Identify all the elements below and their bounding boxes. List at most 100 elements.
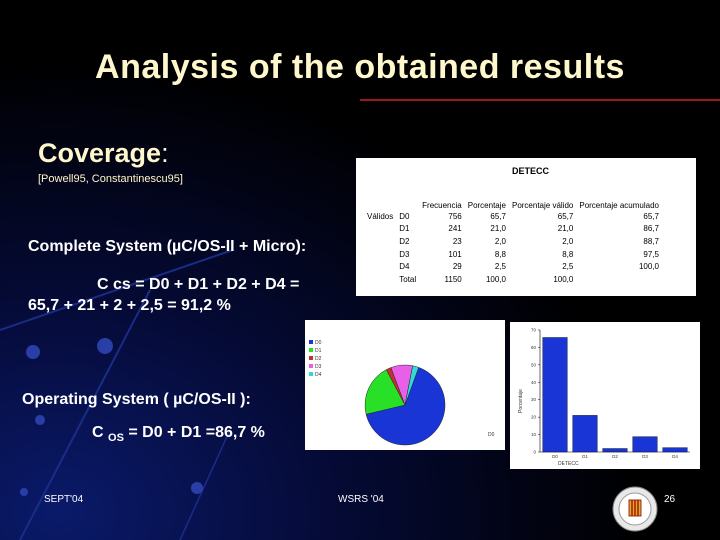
decorative-background bbox=[0, 250, 236, 540]
cell: 100,0 bbox=[553, 274, 574, 284]
bar-d0 bbox=[542, 337, 568, 453]
y-tick-label: 40 bbox=[531, 380, 537, 385]
cell: 2,5 bbox=[562, 262, 574, 272]
bar-d4 bbox=[662, 447, 688, 453]
legend-label: D3 bbox=[315, 364, 322, 370]
cell: 101 bbox=[448, 249, 462, 259]
coverage-heading: Coverage: bbox=[38, 138, 169, 169]
legend-label: D2 bbox=[315, 356, 322, 362]
x-tick-label: D4 bbox=[672, 454, 678, 459]
formula-c: C bbox=[92, 424, 104, 441]
deco-dot bbox=[191, 482, 203, 494]
cell bbox=[364, 260, 396, 273]
pie-slice-d4 bbox=[404, 365, 420, 406]
legend-swatch bbox=[309, 372, 313, 376]
pie-chart: D0 D1 D2 D3 D4 D0 bbox=[309, 340, 495, 446]
cell: 97,5 bbox=[643, 249, 659, 259]
page-title: Analysis of the obtained results bbox=[95, 48, 625, 86]
footer-conference: WSRS '04 bbox=[338, 494, 384, 505]
y-tick-label: 60 bbox=[531, 345, 537, 350]
cell: 1150 bbox=[444, 274, 462, 284]
row-label: Total bbox=[399, 274, 417, 284]
x-tick-label: D1 bbox=[582, 454, 588, 459]
table-header-row: Frecuencia Porcentaje Porcentaje válido … bbox=[364, 182, 662, 210]
bar-d3 bbox=[632, 436, 658, 453]
bar-d1 bbox=[572, 415, 598, 453]
table-row: Válidos D0 756 65,7 65,7 65,7 bbox=[364, 210, 662, 223]
table-row: D3 101 8,8 8,8 97,5 bbox=[364, 248, 662, 261]
cell bbox=[364, 273, 396, 286]
cell: 86,7 bbox=[643, 224, 659, 234]
column-header: Porcentaje bbox=[467, 201, 506, 210]
complete-system-result: 65,7 + 21 + 2 + 2,5 = 91,2 % bbox=[28, 297, 231, 314]
legend-label: D4 bbox=[315, 372, 322, 378]
legend-swatch bbox=[309, 340, 313, 344]
legend-swatch bbox=[309, 348, 313, 352]
cell: 2,0 bbox=[562, 236, 574, 246]
cell: 21,0 bbox=[490, 224, 506, 234]
column-header: Porcentaje acumulado bbox=[579, 201, 659, 210]
title-divider bbox=[360, 99, 720, 101]
cell: 88,7 bbox=[643, 236, 659, 246]
table-row: Total 1150 100,0 100,0 bbox=[364, 273, 662, 286]
table-row: D2 23 2,0 2,0 88,7 bbox=[364, 235, 662, 248]
cell: 100,0 bbox=[638, 262, 659, 272]
cell: 23 bbox=[452, 236, 462, 246]
legend-swatch bbox=[309, 364, 313, 368]
cell: 241 bbox=[448, 224, 462, 234]
column-header: Frecuencia bbox=[422, 201, 462, 210]
cell bbox=[364, 248, 396, 261]
y-tick-label: 0 bbox=[533, 450, 536, 455]
complete-system-label: Complete System (µC/OS-II + Micro): bbox=[28, 238, 307, 255]
table-row: D1 241 21,0 21,0 86,7 bbox=[364, 223, 662, 236]
row-label: D4 bbox=[399, 262, 410, 272]
group-label: Válidos bbox=[367, 211, 394, 221]
cell: 29 bbox=[452, 262, 462, 272]
deco-dot bbox=[35, 415, 45, 425]
cell: 100,0 bbox=[485, 274, 506, 284]
table-corner bbox=[364, 182, 396, 210]
bar-chart-panel: 0 10 20 30 40 50 60 70 D0 D1 D2 D3 D4 Porcentaje DETEC… bbox=[510, 322, 700, 469]
cell: 8,8 bbox=[494, 249, 506, 259]
column-header: Porcentaje válido bbox=[511, 201, 574, 210]
row-label: D3 bbox=[399, 249, 410, 259]
cell: 65,7 bbox=[643, 211, 659, 221]
x-tick-label: D0 bbox=[552, 454, 558, 459]
coverage-colon: : bbox=[161, 138, 169, 168]
legend-swatch bbox=[309, 356, 313, 360]
y-tick-label: 70 bbox=[531, 328, 537, 333]
cell bbox=[364, 223, 396, 236]
cell: 756 bbox=[448, 211, 462, 221]
operating-system-label: Operating System ( µC/OS-II ): bbox=[22, 391, 251, 408]
legend-label: D1 bbox=[315, 348, 322, 354]
cell: 8,8 bbox=[562, 249, 574, 259]
cell: 65,7 bbox=[490, 211, 506, 221]
legend-label: D0 bbox=[315, 340, 322, 346]
deco-dot bbox=[97, 338, 113, 354]
y-tick-label: 10 bbox=[531, 432, 537, 437]
table-corner bbox=[396, 182, 419, 210]
cell: 2,0 bbox=[494, 236, 506, 246]
row-label: D1 bbox=[399, 224, 410, 234]
frequency-table-panel: DETECC Frecuencia Porcentaje Porcentaje … bbox=[356, 158, 696, 296]
complete-system-formula: C cs = D0 + D1 + D2 + D4 = bbox=[97, 276, 300, 293]
footer-date: SEPT'04 bbox=[44, 494, 84, 505]
formula-subscript: OS bbox=[108, 432, 124, 445]
x-tick-label: D2 bbox=[612, 454, 618, 459]
table-title: DETECC bbox=[512, 166, 550, 176]
frequency-table: Frecuencia Porcentaje Porcentaje válido … bbox=[364, 182, 662, 286]
cell bbox=[364, 235, 396, 248]
x-axis-label: DETECC bbox=[558, 461, 579, 467]
y-axis-label: Porcentaje bbox=[518, 389, 524, 413]
y-tick-label: 20 bbox=[531, 415, 537, 420]
cell: 65,7 bbox=[557, 211, 574, 221]
row-label: D2 bbox=[399, 236, 410, 246]
coverage-label: Coverage bbox=[38, 138, 162, 168]
formula-rest: = D0 + D1 =86,7 % bbox=[123, 424, 265, 441]
cell bbox=[576, 273, 662, 286]
x-tick-label: D3 bbox=[642, 454, 648, 459]
page-number: 26 bbox=[664, 494, 676, 505]
cell: 2,5 bbox=[494, 262, 506, 272]
y-tick-label: 30 bbox=[531, 397, 537, 402]
